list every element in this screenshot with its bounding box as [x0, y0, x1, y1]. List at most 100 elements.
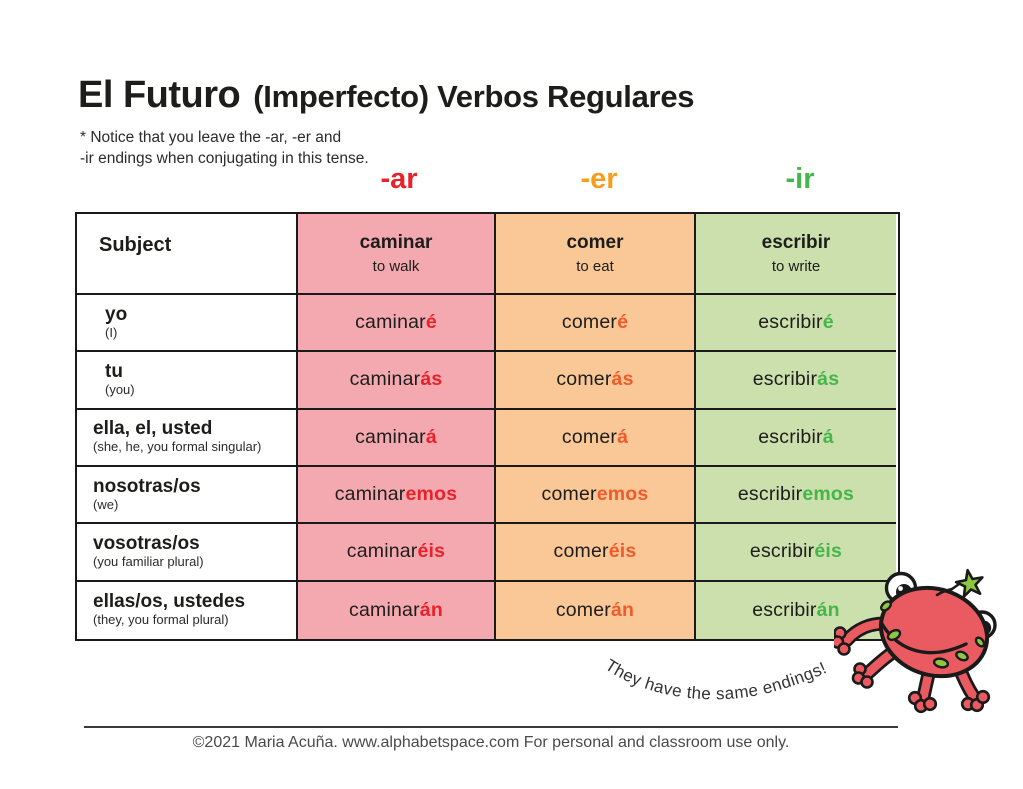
verb-stem: comer: [561, 311, 618, 334]
verb-ending: án: [611, 598, 635, 621]
subject-cell: nosotras/os (we): [77, 466, 298, 525]
verb-ending: ás: [817, 368, 840, 391]
verb-stem: caminar: [346, 540, 418, 563]
subject-label: tu: [105, 360, 123, 382]
subject-cell: ellas/os, ustedes (they, you formal plur…: [77, 581, 298, 639]
verb-ending: ás: [420, 368, 443, 391]
verb-stem: escribir: [752, 598, 817, 621]
verb-header-caminar: caminar to walk: [298, 214, 496, 295]
verb-stem: comer: [556, 368, 612, 391]
subject-note: (you familiar plural): [93, 553, 204, 569]
note-line-1: * Notice that you leave the -ar, -er and: [80, 129, 342, 146]
verb-stem: comer: [553, 540, 609, 563]
translation-label: to walk: [372, 258, 420, 275]
infinitive-label: comer: [566, 232, 624, 253]
verb-stem: escribir: [737, 483, 803, 506]
subject-cell: yo (I): [77, 295, 298, 353]
verb-ending: é: [425, 311, 437, 334]
conjugation-table: Subject caminar to walk comer to eat esc…: [75, 212, 900, 641]
verb-stem: caminar: [355, 311, 426, 334]
verb-ending: án: [419, 598, 443, 621]
ending-header-ir: -ir: [785, 163, 815, 195]
conjugation-cell: caminar é: [298, 295, 496, 353]
conjugation-cell: escribir ás: [696, 352, 896, 410]
subject-cell: tu (you): [77, 352, 298, 410]
subject-note: (you): [105, 381, 135, 397]
verb-stem: caminar: [355, 425, 426, 448]
footer-divider: [84, 726, 898, 728]
verb-ending: á: [425, 425, 437, 448]
verb-ending: emos: [405, 483, 458, 506]
copyright-text: ©2021 Maria Acuña. www.alphabetspace.com…: [192, 734, 790, 751]
conjugation-cell: caminar ás: [298, 352, 496, 410]
conjugation-cell: comer emos: [496, 466, 696, 525]
verb-stem: comer: [541, 483, 597, 506]
translation-label: to write: [771, 258, 821, 275]
conjugation-cell: comer é: [496, 295, 696, 353]
subject-label: nosotras/os: [93, 475, 201, 497]
star-icon: [954, 568, 984, 598]
ending-headers: -ar -er -ir: [300, 163, 900, 196]
subject-column-header: Subject: [77, 214, 298, 295]
conjugation-cell: caminar án: [298, 581, 496, 639]
infinitive-label: escribir: [761, 232, 831, 253]
ending-header-ar: -ar: [380, 163, 418, 195]
verb-ending: ás: [611, 368, 634, 391]
verb-stem: caminar: [334, 483, 406, 506]
subject-note: (they, you formal plural): [93, 612, 229, 628]
conjugation-cell: comer án: [496, 581, 696, 639]
verb-ending: é: [822, 311, 834, 334]
verb-stem: escribir: [749, 540, 815, 563]
conjugation-cell: escribir emos: [696, 466, 896, 525]
verb-stem: escribir: [758, 311, 823, 334]
subject-label: yo: [105, 303, 128, 325]
conjugation-cell: escribir éis: [696, 524, 896, 582]
verb-ending: éis: [814, 540, 843, 563]
subject-label: vosotras/os: [93, 532, 200, 554]
verb-stem: comer: [561, 425, 618, 448]
verb-header-comer: comer to eat: [496, 214, 696, 295]
conjugation-cell: caminar á: [298, 409, 496, 467]
subject-note: (she, he, you formal singular): [93, 439, 262, 455]
subject-label: ella, el, usted: [93, 418, 213, 440]
translation-label: to eat: [576, 258, 614, 275]
note-line-2: -ir endings when conjugating in this ten…: [80, 150, 369, 167]
verb-ending: á: [822, 425, 834, 448]
conjugation-cell: comer ás: [496, 352, 696, 410]
verb-ending: éis: [417, 540, 446, 563]
subject-label: ellas/os, ustedes: [93, 591, 246, 613]
verb-stem: escribir: [752, 368, 818, 391]
verb-ending: emos: [596, 483, 649, 506]
annotation-text: They have the same endings!: [602, 655, 829, 703]
conjugation-cell: caminar éis: [298, 524, 496, 582]
verb-ending: é: [617, 311, 629, 334]
svg-text:They have the same endings!: They have the same endings!: [602, 655, 830, 703]
instruction-note: * Notice that you leave the -ar, -er and…: [80, 127, 369, 169]
frog-smile: [880, 622, 968, 655]
subject-cell: vosotras/os (you familiar plural): [77, 524, 298, 582]
verb-stem: escribir: [758, 425, 823, 448]
frog-illustration: [834, 568, 997, 714]
subject-cell: ella, el, usted (she, he, you formal sin…: [77, 409, 298, 467]
subject-note: (I): [105, 324, 118, 340]
verb-ending: éis: [608, 540, 637, 563]
infinitive-label: caminar: [359, 232, 433, 253]
curved-annotation: They have the same endings!: [602, 655, 830, 703]
frog-head-line: [935, 587, 954, 597]
verb-stem: caminar: [349, 368, 421, 391]
verb-header-escribir: escribir to write: [696, 214, 896, 295]
conjugation-cell: caminar emos: [298, 466, 496, 525]
verb-ending: á: [617, 425, 629, 448]
ending-header-er: -er: [580, 163, 618, 195]
title-subtitle: (Imperfecto) Verbos Regulares: [253, 79, 695, 114]
page-title: El Futuro (Imperfecto) Verbos Regulares: [78, 74, 695, 117]
title-main: El Futuro: [78, 74, 241, 116]
frog-spots: [880, 600, 986, 669]
verb-stem: comer: [555, 598, 611, 621]
conjugation-cell: comer éis: [496, 524, 696, 582]
conjugation-cell: comer á: [496, 409, 696, 467]
verb-ending: án: [816, 598, 840, 621]
conjugation-cell: escribir á: [696, 409, 896, 467]
subject-note: (we): [93, 496, 119, 512]
